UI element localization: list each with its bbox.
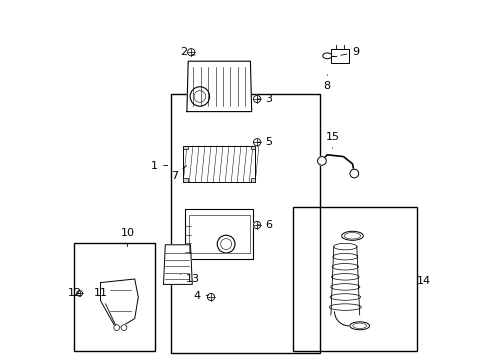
Text: 8: 8 [323,75,330,91]
Ellipse shape [333,243,356,250]
Ellipse shape [344,233,360,239]
Circle shape [121,325,126,330]
Text: 5: 5 [257,137,272,147]
Text: 6: 6 [257,220,272,230]
Circle shape [187,49,194,56]
Bar [185,209,253,259]
Circle shape [114,325,120,330]
Circle shape [317,157,325,165]
Ellipse shape [329,294,360,300]
Ellipse shape [331,274,358,280]
Text: 15: 15 [325,132,339,148]
Bar [183,146,255,182]
Text: 14: 14 [416,276,430,286]
Polygon shape [101,279,138,329]
Bar [250,178,255,182]
Bar [292,207,416,351]
Polygon shape [163,245,192,284]
Ellipse shape [332,253,357,260]
Circle shape [253,95,260,103]
Ellipse shape [328,304,361,310]
Ellipse shape [322,53,331,59]
Bar [183,146,187,149]
Text: 11: 11 [94,288,115,325]
Bar [330,49,348,63]
Bar [250,146,255,149]
Circle shape [207,293,214,301]
Text: 9: 9 [340,47,359,57]
Ellipse shape [352,323,366,328]
Bar [183,178,187,182]
Circle shape [190,87,209,106]
Text: 1: 1 [151,161,167,171]
Ellipse shape [341,231,363,240]
Ellipse shape [349,322,369,330]
Bar [73,243,154,351]
Circle shape [349,169,358,178]
Ellipse shape [330,284,359,290]
Text: 13: 13 [180,274,200,284]
Text: 4: 4 [193,291,208,301]
Text: 12: 12 [67,288,81,298]
Text: 10: 10 [120,228,134,247]
Circle shape [217,235,235,253]
Polygon shape [186,61,251,112]
Circle shape [253,221,260,229]
Bar [188,215,249,253]
Text: 2: 2 [180,47,195,57]
Circle shape [77,291,82,296]
Bar [170,94,320,353]
Text: 3: 3 [257,94,272,104]
Ellipse shape [331,264,358,270]
Text: 7: 7 [170,166,186,181]
Circle shape [253,139,260,146]
